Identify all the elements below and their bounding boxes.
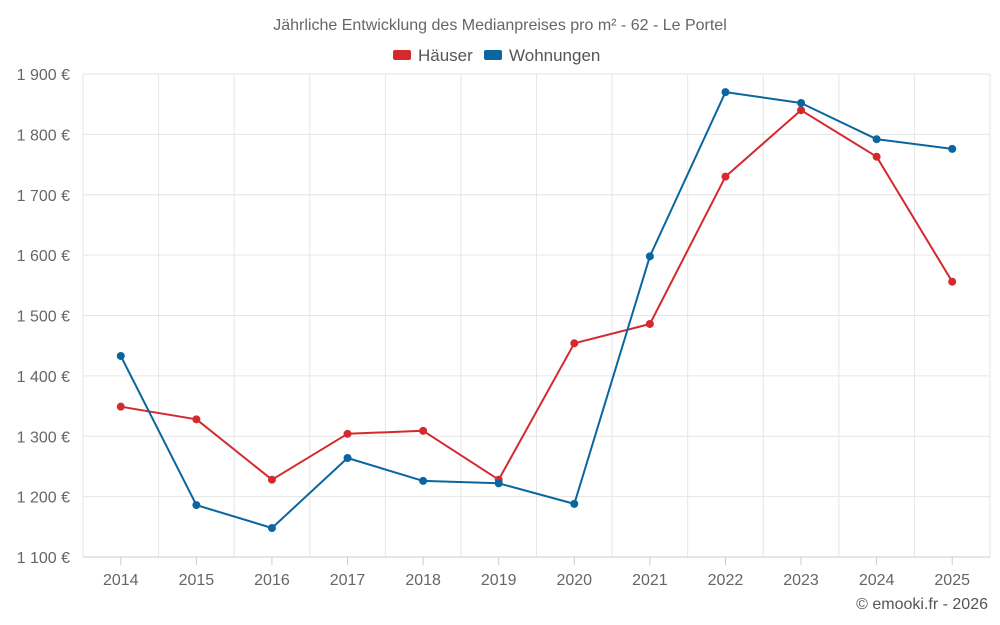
y-tick-label: 1 400 € [17,369,70,386]
data-point[interactable] [343,429,352,438]
data-point[interactable] [494,479,503,488]
legend-item[interactable]: Wohnungen [484,46,600,65]
x-tick-label: 2016 [254,572,290,589]
data-point[interactable] [267,524,276,533]
data-point[interactable] [116,402,125,411]
data-point[interactable] [192,415,201,424]
y-tick-label: 1 700 € [17,188,70,205]
legend-swatch [393,50,411,60]
data-point[interactable] [570,339,579,348]
x-tick-label: 2019 [481,572,517,589]
x-tick-label: 2015 [179,572,215,589]
x-tick-label: 2020 [556,572,592,589]
data-point[interactable] [872,152,881,161]
legend-swatch [484,50,502,60]
axes: 1 100 € 1 200 € 1 300 € 1 400 € 1 500 € 1 600… [17,67,990,589]
data-point[interactable] [267,475,276,484]
data-point[interactable] [192,501,201,510]
y-tick-label: 1 200 € [17,490,70,507]
data-point[interactable] [797,98,806,107]
x-tick-label: 2022 [708,572,744,589]
x-tick-label: 2014 [103,572,139,589]
x-tick-label: 2018 [405,572,441,589]
series-line [120,109,954,481]
legend-label: Wohnungen [509,46,600,65]
data-point[interactable] [948,277,957,286]
data-point[interactable] [343,453,352,462]
credit-text: © emooki.fr - 2026 [856,596,988,613]
data-point[interactable] [570,499,579,508]
series-wohnungen [116,88,957,533]
x-tick-label: 2017 [330,572,366,589]
data-point[interactable] [645,319,654,328]
x-tick-label: 2023 [783,572,819,589]
data-point[interactable] [419,476,428,485]
y-tick-label: 1 800 € [17,127,70,144]
x-tick-label: 2025 [934,572,970,589]
data-point[interactable] [872,135,881,144]
legend-item[interactable]: Häuser [393,46,473,65]
x-tick-label: 2021 [632,572,668,589]
data-point[interactable] [116,351,125,360]
data-point[interactable] [721,88,730,97]
data-point[interactable] [645,252,654,261]
y-tick-label: 1 500 € [17,309,70,326]
y-tick-label: 1 600 € [17,248,70,265]
data-point[interactable] [948,144,957,153]
y-tick-label: 1 900 € [17,67,70,84]
series-layer [116,88,957,533]
legend: Häuser Wohnungen [393,46,600,65]
data-point[interactable] [797,106,806,115]
grid [82,73,991,558]
x-tick-label: 2024 [859,572,895,589]
y-tick-label: 1 300 € [17,429,70,446]
y-tick-label: 1 100 € [17,550,70,567]
data-point[interactable] [721,172,730,181]
series-haeuser [116,106,957,484]
series-line [119,91,953,529]
data-point[interactable] [419,426,428,435]
chart-title: Jährliche Entwicklung des Medianpreises … [273,17,727,34]
legend-label: Häuser [418,46,473,65]
